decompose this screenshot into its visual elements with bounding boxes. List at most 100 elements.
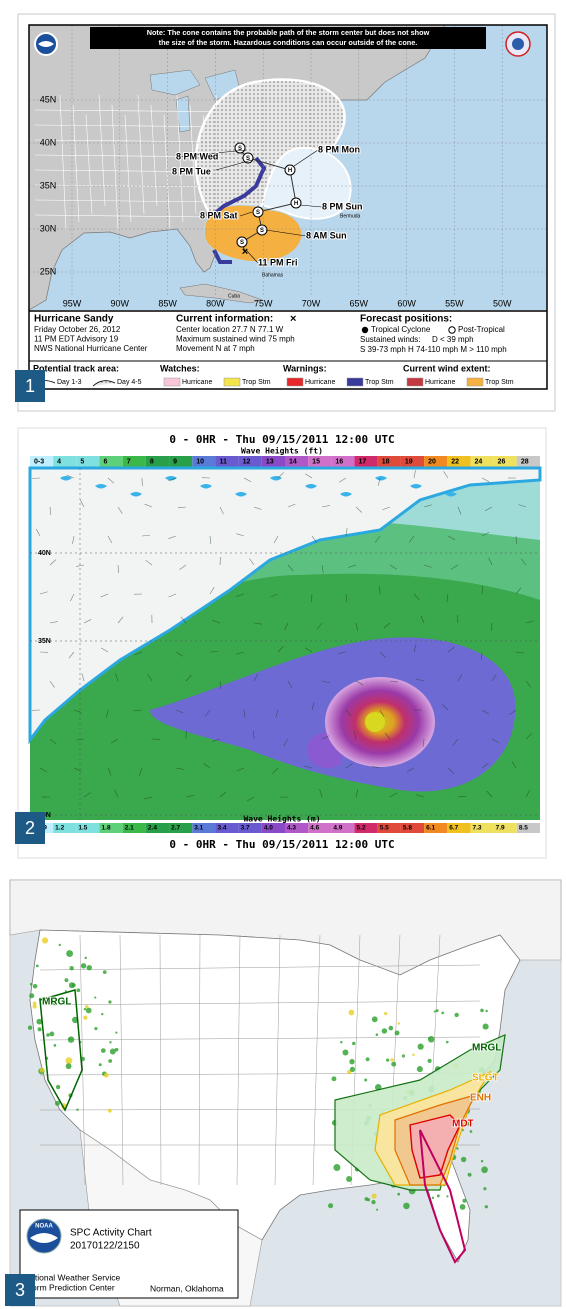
wind-barb xyxy=(114,789,119,798)
precip xyxy=(32,1001,37,1006)
wind-barb xyxy=(423,504,432,508)
lon-label: 50W xyxy=(493,298,512,308)
org-line: Storm Prediction Center xyxy=(24,1282,115,1292)
precip xyxy=(466,1122,470,1126)
lake xyxy=(305,484,317,489)
wind-barb xyxy=(520,558,527,566)
wind-barb xyxy=(481,762,489,769)
great-lake xyxy=(149,69,201,96)
badge-number: 2 xyxy=(25,818,35,838)
state-line xyxy=(98,94,106,207)
scale-cell xyxy=(261,456,285,467)
track-cone-day1-3 xyxy=(260,146,352,220)
state-line xyxy=(39,964,481,971)
leader-line xyxy=(239,211,253,217)
scale-cell xyxy=(145,823,170,833)
wind-barb xyxy=(355,680,364,686)
legend-label: Hurricane xyxy=(425,379,455,386)
wind-barb xyxy=(49,559,57,566)
precip xyxy=(441,1011,445,1015)
wind-barb xyxy=(379,651,386,658)
wind-barb xyxy=(355,506,363,513)
wind-barb xyxy=(481,586,484,595)
precip xyxy=(29,993,35,999)
precip xyxy=(68,1037,71,1040)
wind-barb xyxy=(305,473,313,479)
state-line xyxy=(34,199,220,203)
precip xyxy=(114,1047,119,1052)
precip xyxy=(115,1031,118,1034)
precip xyxy=(340,1041,343,1044)
state-line xyxy=(39,1072,481,1076)
scale-cell xyxy=(122,456,146,467)
legend-label: Trop Stm xyxy=(242,379,271,386)
m-scale-label: 3.4 xyxy=(217,825,226,832)
warning-trop-stm xyxy=(212,156,267,216)
m-scale-label: 2.4 xyxy=(148,825,157,832)
wind-barb xyxy=(446,593,449,602)
precip xyxy=(371,1200,376,1205)
legend-swatch xyxy=(346,377,364,387)
precip xyxy=(391,1061,397,1067)
state-line xyxy=(39,1000,481,1006)
precip xyxy=(108,1059,113,1063)
ft-scale-label: 8 xyxy=(150,458,154,465)
precip xyxy=(67,1036,75,1043)
precip xyxy=(436,1194,440,1198)
precip xyxy=(456,1147,459,1150)
legend-label: Day 1-3 xyxy=(57,379,82,386)
wind-barb xyxy=(272,767,279,774)
wind-barb xyxy=(518,504,527,508)
wind-barb xyxy=(134,651,143,656)
m-scale-label: 6.7 xyxy=(449,825,458,832)
precip xyxy=(485,1009,488,1013)
wind-barb xyxy=(73,767,82,772)
wind-barb xyxy=(81,673,85,682)
forecast-label: 8 PM Mon xyxy=(318,144,360,154)
wind-extent-trop-stm xyxy=(203,204,303,263)
m-scale-label: 7.9 xyxy=(496,825,505,832)
legend-swatch xyxy=(466,377,484,387)
wind-barb xyxy=(509,709,517,715)
current-position: × xyxy=(242,246,248,258)
scale-cell xyxy=(377,456,401,467)
scale-cell xyxy=(354,823,378,833)
forecast-type: Post-Tropical xyxy=(458,325,505,334)
wind-barb xyxy=(68,651,75,659)
scale-cell xyxy=(285,823,309,833)
type-icon xyxy=(361,326,369,334)
wind-barb xyxy=(253,506,262,510)
state-line xyxy=(85,114,93,215)
note-text: the size of the storm. Hazardous conditi… xyxy=(159,38,418,47)
m-scale-label: 2.1 xyxy=(125,825,134,832)
precip xyxy=(364,1197,369,1201)
legend-title: Potential track area: xyxy=(33,363,119,373)
wind-barb xyxy=(443,471,449,479)
wind-barb xyxy=(345,763,353,769)
precip xyxy=(484,1205,488,1209)
precip xyxy=(84,1004,89,1009)
lake xyxy=(375,476,387,481)
forecast-label: 8 PM Wed xyxy=(176,151,218,161)
track-point-label: S xyxy=(238,146,242,152)
scale-cell xyxy=(30,456,54,467)
ft-scale-label: 6 xyxy=(104,458,108,465)
wind-barb xyxy=(236,651,245,655)
leader-line xyxy=(245,249,259,264)
wind-barb xyxy=(490,622,493,631)
precip xyxy=(480,1008,484,1013)
wind-barb xyxy=(525,620,534,624)
lon-label: 75W xyxy=(254,298,273,308)
scale-cell xyxy=(331,456,355,467)
wind-barb xyxy=(413,593,420,601)
precip xyxy=(401,1054,406,1058)
precip xyxy=(328,1203,334,1209)
wind-barb xyxy=(480,651,483,660)
precip xyxy=(412,1053,415,1056)
wind-barb xyxy=(451,564,459,570)
precip xyxy=(86,965,92,971)
precip xyxy=(482,1023,489,1030)
scale-cell xyxy=(215,456,239,467)
wind-barb xyxy=(491,674,497,682)
land xyxy=(28,466,542,745)
